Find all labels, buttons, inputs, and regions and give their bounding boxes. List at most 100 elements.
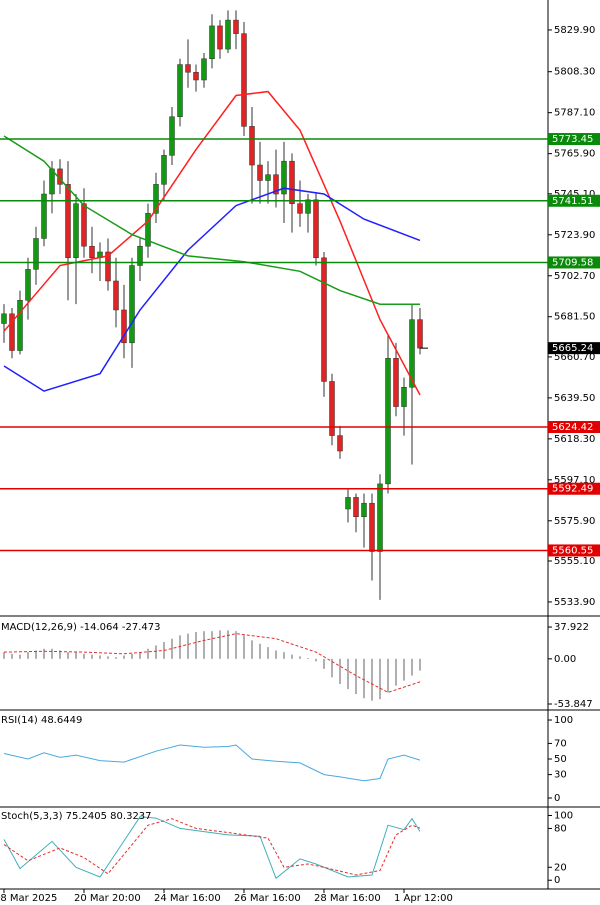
level-label-box (548, 256, 600, 269)
candle-body (25, 269, 31, 301)
macd-bar (387, 658, 389, 693)
candle-body (305, 199, 311, 214)
last-price-box (548, 342, 600, 355)
y-tick-label: 5829.90 (554, 25, 595, 36)
candle-body (17, 300, 23, 351)
macd-bar (155, 645, 157, 659)
candle-body (9, 313, 15, 351)
y-tick-label: 5533.90 (554, 597, 595, 608)
candle-body (129, 265, 135, 344)
macd-bar (211, 631, 213, 659)
macd-bar (203, 631, 205, 659)
candle-body (265, 174, 271, 181)
candle-body (209, 25, 215, 59)
y-tick-label: 5618.30 (554, 434, 595, 445)
candle-body (89, 245, 95, 259)
panel-label: Stoch(5,3,3) 75.2405 80.3237 (1, 811, 152, 822)
candle-body (353, 497, 359, 517)
candle-body (377, 483, 383, 552)
candle-body (33, 238, 39, 270)
y-tick-label: 5702.70 (554, 271, 595, 282)
y-tick-label: 30 (554, 770, 567, 781)
level-label: 5624.42 (552, 422, 593, 433)
macd-bar (275, 650, 277, 659)
y-tick-label: 5660.70 (554, 352, 595, 363)
candle-body (113, 280, 119, 311)
macd-bar (315, 658, 317, 662)
macd-bar (299, 656, 301, 659)
candle-body (161, 155, 167, 185)
macd-bar (107, 656, 109, 659)
macd-bar (235, 631, 237, 659)
macd-bar (371, 658, 373, 701)
candle-body (1, 313, 7, 324)
candle-body (369, 502, 375, 552)
macd-bar (131, 653, 133, 659)
level-label-box (548, 544, 600, 557)
indicator-line (3, 744, 421, 782)
x-tick-label: 28 Mar 16:00 (314, 893, 381, 904)
y-tick-label: -53.847 (554, 699, 593, 710)
level-label-box (548, 482, 600, 495)
candle-body (273, 174, 279, 195)
candle-body (137, 245, 143, 266)
x-tick-label: 26 Mar 16:00 (234, 893, 301, 904)
panel-label: RSI(14) 48.6449 (1, 715, 82, 726)
y-tick-label: 80 (554, 823, 567, 834)
macd-bar (139, 652, 141, 659)
level-label: 5709.58 (552, 257, 593, 268)
candle-body (337, 435, 343, 452)
y-tick-label: 37.922 (554, 622, 589, 633)
candle-body (329, 381, 335, 436)
macd-bar (291, 654, 293, 659)
macd-bar (379, 658, 381, 700)
macd-bar (339, 658, 341, 685)
indicator-line (3, 135, 420, 305)
y-tick-label: 5723.90 (554, 230, 595, 241)
macd-bar (43, 648, 45, 659)
candle-body (225, 19, 231, 50)
macd-bar (19, 654, 21, 659)
level-label-box (548, 133, 600, 146)
candle-body (249, 126, 255, 166)
candle-body (193, 72, 199, 81)
indicator-line (3, 187, 421, 392)
y-tick-label: 50 (554, 754, 567, 765)
y-tick-label: 5745.10 (554, 189, 595, 200)
macd-bar (123, 655, 125, 659)
macd-bar (307, 658, 309, 659)
y-tick-label: 5765.90 (554, 149, 595, 160)
y-tick-label: 70 (554, 738, 567, 749)
x-tick-label: 18 Mar 2025 (0, 893, 57, 904)
macd-bar (227, 630, 229, 659)
candle-body (409, 319, 415, 388)
candle-body (81, 203, 87, 247)
candle-body (169, 116, 175, 156)
level-label: 5592.49 (552, 484, 593, 495)
macd-bar (115, 657, 117, 659)
level-label: 5560.55 (552, 545, 593, 556)
x-tick-label: 1 Apr 12:00 (394, 893, 453, 904)
y-tick-label: 5639.50 (554, 393, 595, 404)
macd-bar (411, 658, 413, 676)
macd-bar (403, 658, 405, 681)
y-tick-label: 5681.50 (554, 312, 595, 323)
macd-bar (283, 652, 285, 659)
y-tick-label: 5787.10 (554, 108, 595, 119)
macd-bar (171, 638, 173, 659)
candle-body (313, 199, 319, 259)
candle-body (105, 251, 111, 282)
candle-body (321, 257, 327, 382)
macd-bar (251, 640, 253, 659)
macd-bar (347, 658, 349, 690)
candle-body (185, 64, 191, 73)
macd-bar (99, 655, 101, 659)
macd-bar (243, 635, 245, 659)
x-tick-label: 20 Mar 20:00 (74, 893, 141, 904)
candle-body (417, 319, 423, 349)
macd-bar (147, 648, 149, 659)
y-tick-label: 0 (554, 875, 560, 886)
y-tick-label: 5808.30 (554, 67, 595, 78)
y-tick-label: 100 (554, 715, 573, 726)
